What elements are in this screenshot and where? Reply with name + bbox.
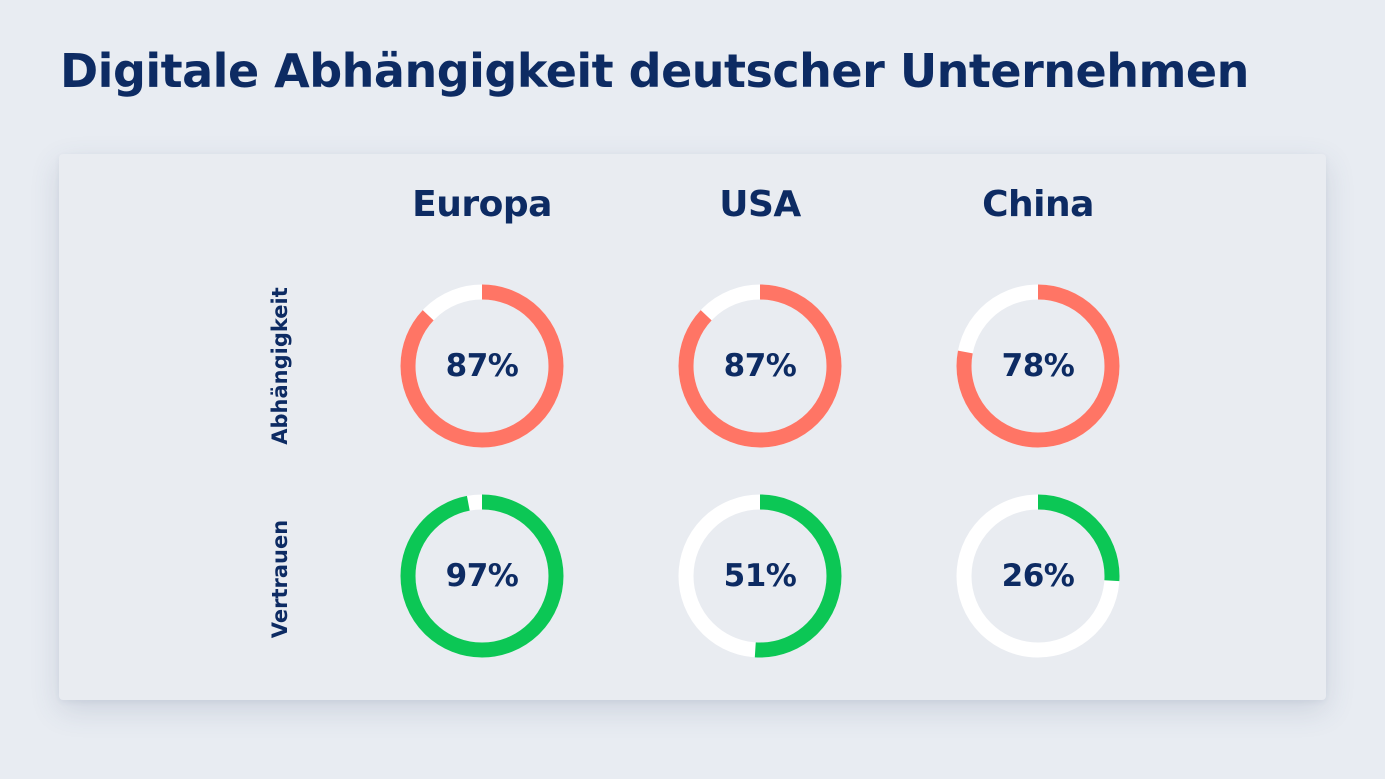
donut-value-vertrauen-europa: 97% xyxy=(445,558,519,594)
donut-abhaengigkeit-usa: 87% xyxy=(678,284,842,448)
column-header-usa: USA xyxy=(719,184,801,225)
donut-vertrauen-usa: 51% xyxy=(678,494,842,658)
donut-abhaengigkeit-europa: 87% xyxy=(400,284,564,448)
donut-value-abhaengigkeit-china: 78% xyxy=(1001,348,1075,384)
donut-value-abhaengigkeit-usa: 87% xyxy=(723,348,797,384)
row-label-vertrauen: Vertrauen xyxy=(268,519,292,639)
donut-abhaengigkeit-china: 78% xyxy=(956,284,1120,448)
column-header-europa: Europa xyxy=(412,184,552,225)
donut-arc xyxy=(678,494,842,658)
donut-value-vertrauen-usa: 51% xyxy=(723,558,797,594)
page-title: Digitale Abhängigkeit deutscher Unterneh… xyxy=(60,44,1249,98)
column-header-china: China xyxy=(982,184,1094,225)
donut-vertrauen-china: 26% xyxy=(956,494,1120,658)
donut-arc xyxy=(678,284,842,448)
donut-arc xyxy=(956,494,1120,658)
donut-arc xyxy=(956,284,1120,448)
donut-value-abhaengigkeit-europa: 87% xyxy=(445,348,519,384)
row-label-abhaengigkeit: Abhängigkeit xyxy=(268,287,292,445)
donut-value-vertrauen-china: 26% xyxy=(1001,558,1075,594)
donut-arc xyxy=(400,284,564,448)
donut-vertrauen-europa: 97% xyxy=(400,494,564,658)
donut-arc xyxy=(400,494,564,658)
